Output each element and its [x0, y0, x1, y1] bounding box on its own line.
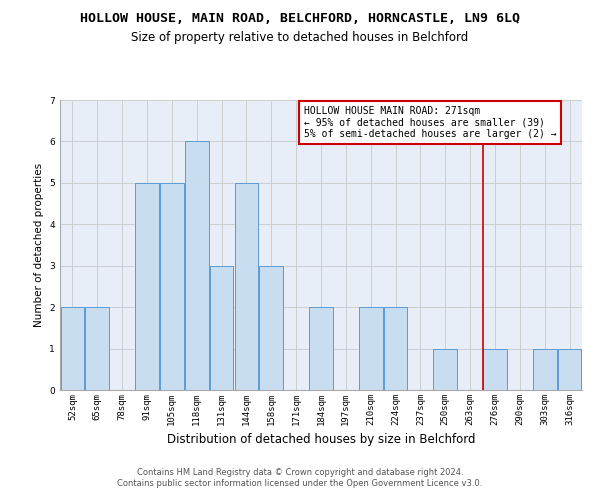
Bar — [61, 307, 84, 390]
Bar — [235, 183, 258, 390]
Bar — [160, 183, 184, 390]
Bar — [359, 307, 383, 390]
Bar — [483, 348, 507, 390]
Text: HOLLOW HOUSE, MAIN ROAD, BELCHFORD, HORNCASTLE, LN9 6LQ: HOLLOW HOUSE, MAIN ROAD, BELCHFORD, HORN… — [80, 12, 520, 26]
Bar — [433, 348, 457, 390]
Bar — [185, 142, 209, 390]
Y-axis label: Number of detached properties: Number of detached properties — [34, 163, 44, 327]
Bar — [210, 266, 233, 390]
Text: HOLLOW HOUSE MAIN ROAD: 271sqm
← 95% of detached houses are smaller (39)
5% of s: HOLLOW HOUSE MAIN ROAD: 271sqm ← 95% of … — [304, 106, 556, 140]
Bar — [384, 307, 407, 390]
Bar — [533, 348, 557, 390]
Text: Contains HM Land Registry data © Crown copyright and database right 2024.
Contai: Contains HM Land Registry data © Crown c… — [118, 468, 482, 487]
Bar — [85, 307, 109, 390]
Text: Size of property relative to detached houses in Belchford: Size of property relative to detached ho… — [131, 31, 469, 44]
X-axis label: Distribution of detached houses by size in Belchford: Distribution of detached houses by size … — [167, 434, 475, 446]
Bar — [558, 348, 581, 390]
Bar — [135, 183, 159, 390]
Bar — [309, 307, 333, 390]
Bar — [259, 266, 283, 390]
